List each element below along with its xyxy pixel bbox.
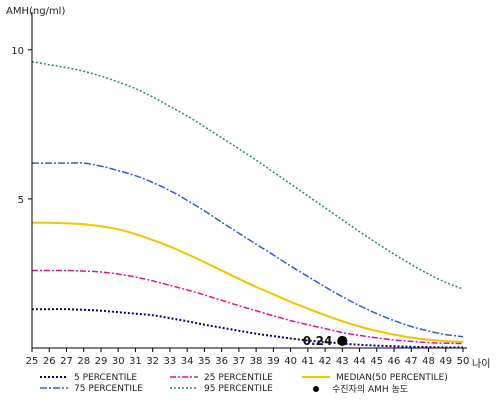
x-tick-label: 40 bbox=[284, 356, 297, 367]
series-line-2 bbox=[31, 221, 464, 343]
patient-amh-value-label: 0.24 bbox=[303, 334, 333, 348]
legend-marker-label: 수진자의 AMH 농도 bbox=[332, 384, 408, 395]
y-tick-label: 5 bbox=[18, 195, 24, 206]
x-tick-label: 50 bbox=[457, 356, 470, 367]
legend-label-0: 5 PERCENTILE bbox=[74, 373, 137, 383]
x-axis-label: 나이 bbox=[472, 358, 490, 370]
x-tick-label: 30 bbox=[112, 356, 125, 367]
x-tick-label: 31 bbox=[129, 356, 142, 367]
axes: 5 10 25 26 27 28 29 30 31 32 33 34 35 36 37 38 39 40 41 42 4… bbox=[11, 12, 469, 367]
x-tick-label: 44 bbox=[353, 356, 366, 367]
x-tick-label: 38 bbox=[250, 356, 263, 367]
x-tick-label: 45 bbox=[370, 356, 383, 367]
x-tick-label: 47 bbox=[405, 356, 418, 367]
series-line-1 bbox=[31, 269, 464, 345]
x-tick-label: 42 bbox=[319, 356, 332, 367]
series-line-3 bbox=[31, 162, 464, 338]
legend-label-4: 95 PERCENTILE bbox=[204, 384, 273, 394]
x-tick-label: 34 bbox=[181, 356, 194, 367]
x-tick-label: 46 bbox=[388, 356, 401, 367]
x-tick-label: 37 bbox=[233, 356, 246, 367]
legend-label-2: MEDIAN(50 PERCENTILE) bbox=[336, 373, 448, 383]
x-tick-label: 33 bbox=[164, 356, 177, 367]
x-tick-label: 29 bbox=[95, 356, 108, 367]
x-tick-label: 25 bbox=[26, 356, 39, 367]
x-tick-label: 32 bbox=[146, 356, 159, 367]
x-tick-label: 41 bbox=[301, 356, 314, 367]
x-tick-label: 35 bbox=[198, 356, 211, 367]
plot-area: 0.24 bbox=[31, 61, 464, 349]
x-tick-label: 49 bbox=[439, 356, 452, 367]
x-tick-label: 28 bbox=[77, 356, 90, 367]
legend-label-3: 75 PERCENTILE bbox=[74, 384, 143, 394]
series-line-0 bbox=[31, 308, 464, 349]
series-line-4 bbox=[31, 61, 464, 290]
x-tick-label: 43 bbox=[336, 356, 349, 367]
patient-amh-point bbox=[337, 335, 348, 346]
legend: 5 PERCENTILE 25 PERCENTILE MEDIAN(50 PERCE… bbox=[40, 373, 448, 395]
x-tick-label: 39 bbox=[267, 356, 280, 367]
legend-marker-swatch bbox=[313, 386, 319, 392]
x-tick-label: 36 bbox=[215, 356, 228, 367]
y-axis-label: AMH(ng/ml) bbox=[6, 6, 65, 17]
x-tick-label: 26 bbox=[43, 356, 56, 367]
x-tick-label: 48 bbox=[422, 356, 435, 367]
y-tick-label: 10 bbox=[11, 46, 24, 57]
x-tick-label: 27 bbox=[60, 356, 73, 367]
legend-label-1: 25 PERCENTILE bbox=[204, 373, 273, 383]
